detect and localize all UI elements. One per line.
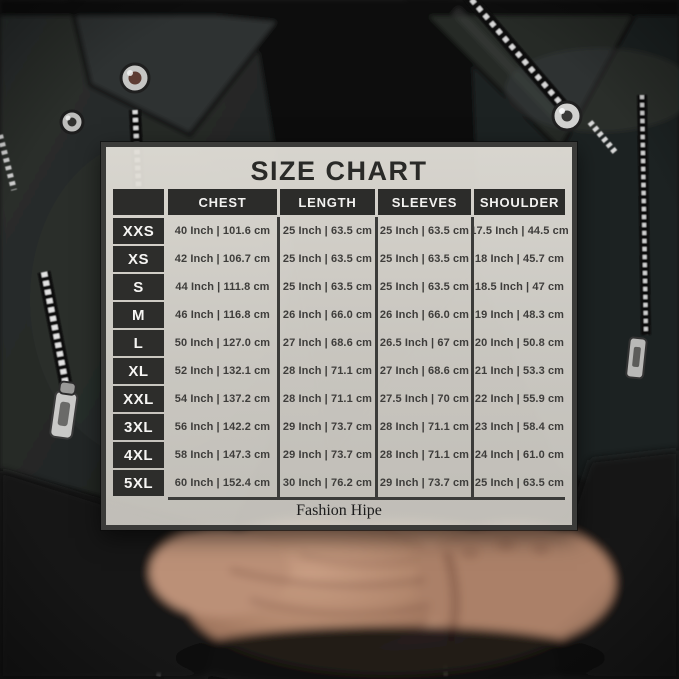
length-value: 27 Inch | 68.6 cm	[277, 329, 375, 357]
shoulder-value: 20 Inch | 50.8 cm	[471, 329, 565, 357]
table-row: 5XL 60 Inch | 152.4 cm 30 Inch | 76.2 cm 29…	[113, 469, 565, 497]
size-label: XXL	[113, 386, 164, 412]
table-corner-cell	[113, 189, 164, 215]
shoulder-value: 24 Inch | 61.0 cm	[471, 441, 565, 469]
chest-value: 56 Inch | 142.2 cm	[174, 421, 271, 433]
shoulder-value: 23 Inch | 58.4 cm	[471, 413, 565, 441]
length-value: 28 Inch | 71.1 cm	[277, 357, 375, 385]
chest-value: 44 Inch | 111.8 cm	[175, 281, 270, 293]
table-row: M 46 Inch | 116.8 cm 26 Inch | 66.0 cm 26 I…	[113, 301, 565, 329]
table-row: XL 52 Inch | 132.1 cm 28 Inch | 71.1 cm 27 …	[113, 357, 565, 385]
table-row: XS 42 Inch | 106.7 cm 25 Inch | 63.5 cm 25 …	[113, 245, 565, 273]
table-row: XXL 54 Inch | 137.2 cm 28 Inch | 71.1 cm 27…	[113, 385, 565, 413]
column-header-shoulder: SHOULDER	[474, 189, 565, 215]
sleeves-value: 27 Inch | 68.6 cm	[375, 357, 471, 385]
sleeves-value: 25 Inch | 63.5 cm	[375, 245, 471, 273]
length-value: 25 Inch | 63.5 cm	[277, 273, 375, 301]
table-row: XXS 40 Inch | 101.6 cm 25 Inch | 63.5 cm 25…	[113, 217, 569, 245]
sleeves-value: 26.5 Inch | 67 cm	[375, 329, 471, 357]
chest-value: 50 Inch | 127.0 cm	[174, 337, 271, 349]
chest-value: 46 Inch | 116.8 cm	[175, 309, 270, 321]
table-header-row: CHEST LENGTH SLEEVES SHOULDER	[113, 189, 565, 215]
size-label: M	[113, 302, 164, 328]
size-chart-panel: SIZE CHART CHEST LENGTH SLEEVES SHOULDER…	[101, 142, 577, 530]
sleeves-value: 27.5 Inch | 70 cm	[375, 385, 471, 413]
chest-value: 52 Inch | 132.1 cm	[174, 365, 271, 377]
table-row: 4XL 58 Inch | 147.3 cm 29 Inch | 73.7 cm 28…	[113, 441, 565, 469]
size-label: XS	[113, 246, 164, 272]
chest-value: 42 Inch | 106.7 cm	[174, 253, 271, 265]
size-label: L	[113, 330, 164, 356]
shoulder-value: 18 Inch | 45.7 cm	[471, 245, 565, 273]
sleeves-value: 29 Inch | 73.7 cm	[375, 469, 471, 497]
sleeves-value: 25 Inch | 63.5 cm	[375, 217, 471, 245]
length-value: 30 Inch | 76.2 cm	[277, 469, 375, 497]
shoulder-value: 25 Inch | 63.5 cm	[471, 469, 565, 497]
size-label: XL	[113, 358, 164, 384]
size-chart-table: CHEST LENGTH SLEEVES SHOULDER XXS 40 Inch…	[113, 189, 569, 500]
length-value: 26 Inch | 66.0 cm	[277, 301, 375, 329]
sleeves-value: 28 Inch | 71.1 cm	[375, 441, 471, 469]
chest-value: 40 Inch | 101.6 cm	[174, 225, 271, 237]
length-value: 29 Inch | 73.7 cm	[277, 441, 375, 469]
size-label: 5XL	[113, 470, 164, 496]
shoulder-value: 19 Inch | 48.3 cm	[471, 301, 565, 329]
sleeves-value: 28 Inch | 71.1 cm	[375, 413, 471, 441]
shoulder-value: 22 Inch | 55.9 cm	[471, 385, 565, 413]
sleeves-value: 26 Inch | 66.0 cm	[375, 301, 471, 329]
length-value: 25 Inch | 63.5 cm	[277, 245, 375, 273]
shoulder-value: 17.5 Inch | 44.5 cm	[470, 217, 569, 245]
table-row: L 50 Inch | 127.0 cm 27 Inch | 68.6 cm 26.5…	[113, 329, 565, 357]
table-row: S 44 Inch | 111.8 cm 25 Inch | 63.5 cm 25 I…	[113, 273, 565, 301]
size-label: 3XL	[113, 414, 164, 440]
length-value: 29 Inch | 73.7 cm	[277, 413, 375, 441]
size-label: XXS	[113, 218, 164, 244]
table-bottom-border	[168, 497, 565, 500]
brand-footer: Fashion Hipe	[296, 502, 382, 519]
size-label: S	[113, 274, 164, 300]
size-chart-title: SIZE CHART	[250, 156, 428, 186]
shoulder-value: 21 Inch | 53.3 cm	[471, 357, 565, 385]
table-body: XXS 40 Inch | 101.6 cm 25 Inch | 63.5 cm 25…	[113, 217, 569, 497]
column-header-chest: CHEST	[168, 189, 277, 215]
length-value: 28 Inch | 71.1 cm	[277, 385, 375, 413]
column-header-length: LENGTH	[280, 189, 375, 215]
size-label: 4XL	[113, 442, 164, 468]
table-row: 3XL 56 Inch | 142.2 cm 29 Inch | 73.7 cm 28…	[113, 413, 565, 441]
length-value: 25 Inch | 63.5 cm	[277, 217, 375, 245]
column-header-sleeves: SLEEVES	[378, 189, 471, 215]
chest-value: 60 Inch | 152.4 cm	[174, 477, 271, 489]
chest-value: 58 Inch | 147.3 cm	[174, 449, 271, 461]
shoulder-value: 18.5 Inch | 47 cm	[471, 273, 565, 301]
chest-value: 54 Inch | 137.2 cm	[174, 393, 271, 405]
sleeves-value: 25 Inch | 63.5 cm	[375, 273, 471, 301]
